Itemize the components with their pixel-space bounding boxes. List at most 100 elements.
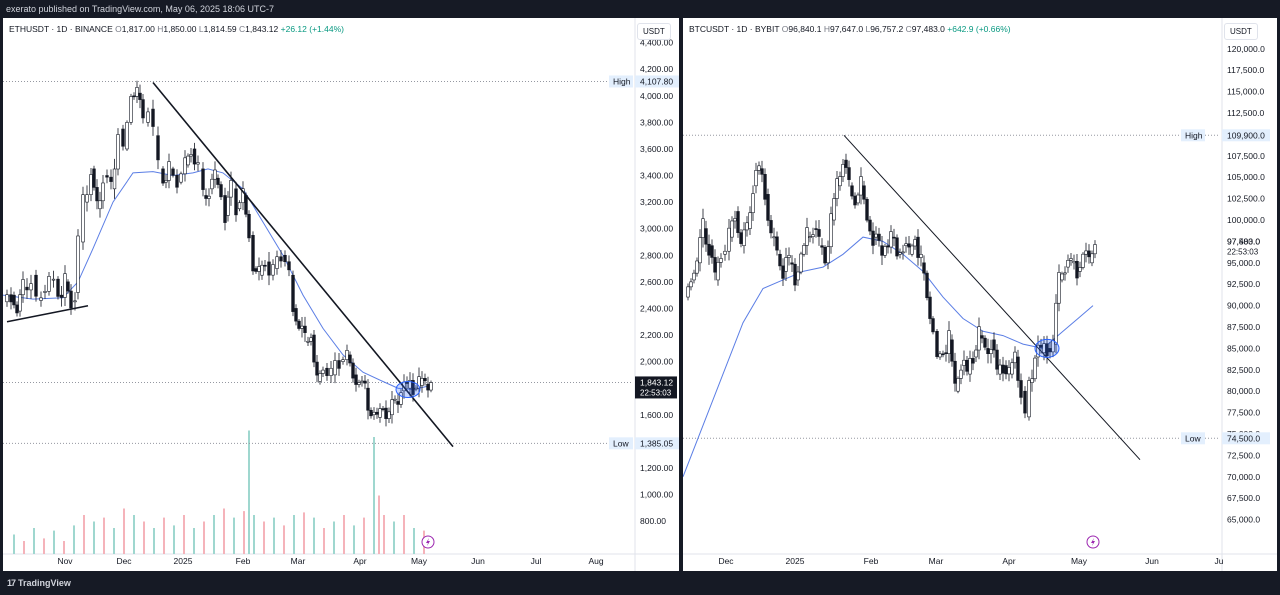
eth-candle-body [56,278,60,297]
btc-candle-body [832,198,836,221]
btc-candle-body [751,193,755,214]
btc-candle-body [907,243,911,248]
btc-low-value: 74,500.0 [1227,433,1260,443]
eth-y-tick-label: 2,000.00 [640,357,673,367]
btc-candle-body [772,236,776,239]
eth-volume-bar [248,430,250,554]
btc-candle-body [841,164,845,177]
eth-candle-body [244,195,248,215]
eth-chart-panel[interactable]: 4,400.00 4,200.00 4,000.00 3,800.00 3,600.00… [3,18,679,571]
eth-currency-button[interactable]: USDT [637,23,671,40]
btc-candle-body [1093,244,1097,255]
eth-candle-body [312,334,316,363]
eth-candle-body [85,194,89,203]
btc-candle-body [1010,362,1014,375]
btc-candle-body [701,218,705,238]
btc-y-tick-label: 77,500.0 [1227,408,1260,418]
btc-candle-body [919,254,923,258]
btc-candle-body [1007,367,1011,375]
btc-candle-body [922,262,926,274]
btc-y-tick-label: 67,500.0 [1227,493,1260,503]
eth-candle-body [47,276,51,292]
btc-y-tick-label: 107,500.0 [1227,151,1265,161]
btc-candle-body [727,227,731,252]
eth-candle-body [179,173,183,183]
btc-candle-body [938,353,942,358]
eth-volume-bar [393,521,395,554]
eth-volume-bar [133,515,135,554]
btc-candle-body [739,232,743,244]
btc-y-tick-label: 82,500.0 [1227,365,1260,375]
btc-high-value: 109,900.0 [1227,130,1265,140]
eth-candle-body [204,195,208,199]
eth-x-tick-label: Feb [236,556,251,566]
btc-candle-body [1023,390,1027,414]
btc-candle-body [1036,344,1040,358]
btc-candle-body [760,168,764,175]
eth-countdown: 22:53:03 [640,388,672,397]
btc-y-tick-label: 72,500.0 [1227,450,1260,460]
eth-candle-body [411,380,415,395]
btc-last-price: 97,483.0 [1227,237,1260,247]
btc-x-tick-label: Feb [864,556,879,566]
eth-candle-body [429,382,433,391]
btc-currency-button[interactable]: USDT [1224,23,1258,40]
btc-candle-body [862,185,866,200]
eth-x-tick-label: Apr [353,556,366,566]
btc-candle-body [925,272,929,299]
btc-candle-body [983,337,987,348]
btc-candle-body [859,176,863,196]
eth-trendline [6,304,89,323]
btc-high-label: High [1185,130,1203,140]
btc-y-tick-label: 100,000.0 [1227,215,1265,225]
eth-high-value-bg [635,75,679,88]
tradingview-logo[interactable]: 17 TradingView [7,578,71,588]
eth-y-tick-label: 2,200.00 [640,330,673,340]
btc-candle-body [784,257,788,272]
btc-candle-body [823,246,827,264]
btc-x-tick-label: Ju [1215,556,1224,566]
btc-y-tick-label: 97,500.0 [1227,236,1260,246]
eth-candle-body [315,361,319,376]
btc-candle-body [901,251,905,254]
btc-chart-panel[interactable]: 120,000.0117,500.0115,000.0112,500.0110,… [683,18,1277,571]
eth-chart-canvas[interactable]: 4,400.00 4,200.00 4,000.00 3,800.00 3,600.00… [3,18,679,571]
btc-y-tick-label: 112,500.0 [1227,108,1264,118]
btc-candle-body [1057,272,1061,304]
btc-chart-canvas[interactable]: 120,000.0117,500.0115,000.0112,500.0110,… [683,18,1277,571]
btc-candle-body [790,262,794,265]
eth-candle-body [223,195,227,223]
eth-close-value: 1,843.12 [245,24,279,34]
eth-candle-body [247,213,251,239]
btc-candle-body [995,349,999,370]
eth-candle-body [351,362,355,379]
btc-candle-body [817,229,821,237]
btc-y-tick-label: 80,000.0 [1227,386,1260,396]
btc-y-tick-label: 70,000.0 [1227,472,1260,482]
btc-candle-body [989,349,993,354]
eth-y-tick-label: 800.00 [640,516,666,526]
btc-candle-body [916,236,920,258]
btc-candle-body [713,257,717,273]
eth-y-tick-label: 4,400.00 [640,38,673,48]
eth-last-price: 1,843.12 [640,377,673,387]
footer-bar: 17 TradingView [0,574,1280,595]
eth-candle-body [92,168,96,188]
eth-high-label: High [613,76,631,86]
btc-candle-body [811,234,815,237]
btc-candle-body [871,230,875,246]
eth-candle-body [201,168,205,190]
eth-volume-bar [83,515,85,554]
eth-candle-body [251,235,255,272]
btc-candle-body [763,174,767,200]
btc-y-tick-label: 90,000.0 [1227,301,1260,311]
btc-candle-body [820,245,824,248]
eth-candle-body [63,273,67,298]
btc-high-label-bg [1181,129,1205,142]
eth-candle-body [101,182,105,202]
eth-volume-bar [383,515,385,554]
btc-candle-body [910,245,914,255]
btc-highlight-ellipse [1034,338,1060,358]
eth-candle-body [237,202,242,210]
